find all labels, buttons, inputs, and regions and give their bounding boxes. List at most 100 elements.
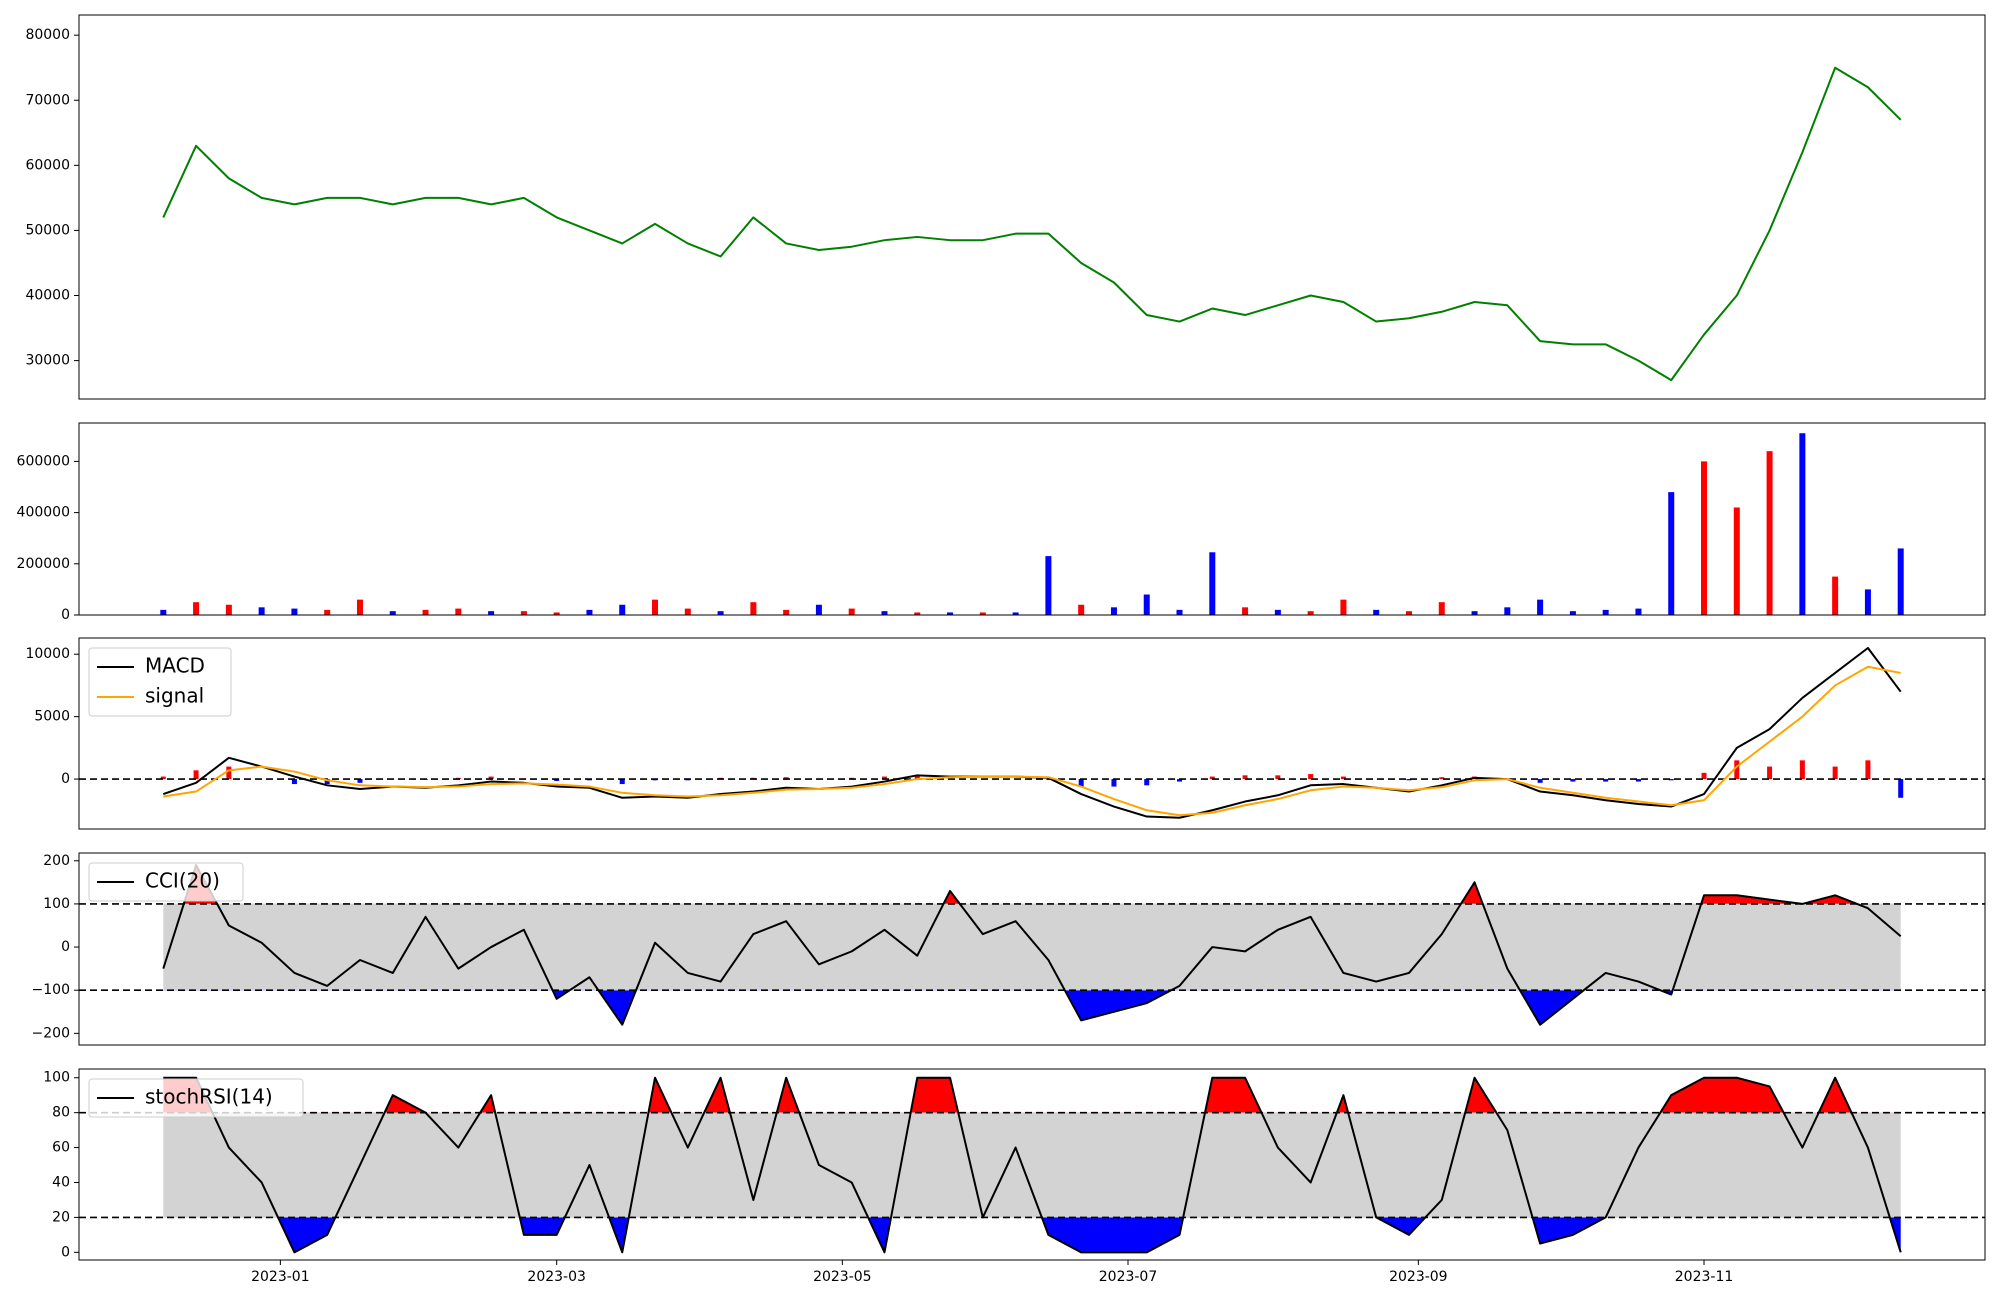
neutral-band <box>163 1112 1901 1218</box>
histogram-bar <box>1439 777 1445 780</box>
volume-bar <box>717 611 724 615</box>
histogram-bar <box>357 779 363 783</box>
axes-frame <box>78 422 1986 616</box>
y-tick-label: −100 <box>32 982 70 998</box>
volume-bar <box>619 604 626 615</box>
histogram-bar <box>1668 779 1674 781</box>
volume-bar <box>914 612 921 615</box>
y-tick-label: 60000 <box>25 157 70 173</box>
volume-bar <box>160 609 167 615</box>
histogram-bar <box>1242 775 1248 780</box>
oversold-fill <box>163 990 1901 1025</box>
panel: 0 200000 400000 600000 <box>17 422 1986 623</box>
volume-bar <box>1832 576 1839 615</box>
histogram-bar <box>1406 779 1412 781</box>
y-tick-label: 100 <box>43 896 70 912</box>
volume-bar <box>947 612 954 615</box>
volume-bar <box>652 599 659 615</box>
legend-text: MACD <box>145 654 205 678</box>
volume-bar <box>258 607 265 615</box>
histogram-bar <box>1275 775 1281 780</box>
volume-bar <box>1471 611 1478 615</box>
histogram-bar <box>1734 760 1740 780</box>
volume-bar <box>1635 608 1642 615</box>
overbought-fill <box>163 1077 1852 1113</box>
volume-bar <box>815 604 822 615</box>
histogram-bar <box>1340 776 1346 780</box>
oversold-fill <box>163 1217 1901 1253</box>
histogram-bar <box>1144 779 1150 786</box>
volume-bar <box>979 612 986 615</box>
y-tick-label: 40 <box>52 1174 70 1190</box>
y-tick-label: 600000 <box>17 453 70 469</box>
histogram-bar <box>1078 779 1084 787</box>
x-tick-label: 2023-11 <box>1675 1269 1734 1285</box>
volume-bar <box>750 602 757 615</box>
y-tick-label: 80 <box>52 1105 70 1121</box>
y-tick-label: 400000 <box>17 505 70 521</box>
histogram-bar <box>554 779 560 781</box>
axes-frame <box>78 852 1986 1046</box>
volume-bar <box>1537 599 1544 615</box>
histogram-bar <box>1209 776 1215 780</box>
panel: 0 20 40 60 80 100 2023-01 2023-03 2023-05 2023-07… <box>43 1068 1986 1285</box>
volume-bar <box>324 609 331 615</box>
histogram-bar <box>1832 766 1838 780</box>
indicator-line <box>163 665 1901 817</box>
volume-bar <box>1733 507 1740 615</box>
volume-bar <box>1668 492 1675 615</box>
axes-frame <box>78 14 1986 400</box>
legend-box <box>88 647 232 717</box>
legend-text: signal <box>145 684 204 708</box>
x-tick-label: 2023-03 <box>527 1269 586 1285</box>
y-tick-label: 0 <box>61 1244 70 1260</box>
volume-bar <box>1766 451 1773 615</box>
volume-bar <box>553 612 560 615</box>
y-tick-label: 30000 <box>25 353 70 369</box>
y-tick-label: 60 <box>52 1140 70 1156</box>
volume-bar <box>356 599 363 615</box>
x-tick-label: 2023-07 <box>1099 1269 1158 1285</box>
histogram-bar <box>193 770 199 780</box>
indicator-line <box>163 1076 1902 1254</box>
y-tick-label: 100 <box>43 1070 70 1086</box>
histogram-bar <box>1177 779 1183 782</box>
y-tick-label: 40000 <box>25 288 70 304</box>
volume-bar <box>1438 602 1445 615</box>
volume-bar <box>1340 599 1347 615</box>
histogram-bar <box>1898 779 1904 798</box>
volume-bar <box>1078 604 1085 615</box>
volume-bar <box>389 611 396 615</box>
volume-bar <box>1569 611 1576 615</box>
histogram-bar <box>291 779 297 785</box>
y-tick-label: 200 <box>43 853 70 869</box>
x-tick-label: 2023-05 <box>813 1269 872 1285</box>
histogram-bar <box>324 779 330 785</box>
histogram-bar <box>914 775 920 780</box>
histogram-bar <box>881 776 887 780</box>
volume-bar <box>1307 611 1314 615</box>
legend-box <box>88 862 244 902</box>
volume-bar <box>684 608 691 615</box>
legend-text: stochRSI(14) <box>145 1085 273 1109</box>
volume-bar <box>1274 609 1281 615</box>
y-tick-label: 5000 <box>34 709 70 725</box>
panel: 0 5000 10000 MACD signal <box>25 637 1986 830</box>
y-tick-label: 0 <box>61 939 70 955</box>
indicator-line <box>162 646 1902 819</box>
volume-bar <box>488 611 495 615</box>
volume-bar <box>1045 556 1052 615</box>
y-tick-label: 70000 <box>25 92 70 108</box>
y-tick-label: 80000 <box>25 27 70 43</box>
volume-bar <box>1897 548 1904 615</box>
volume-bar <box>1242 607 1249 615</box>
volume-bar <box>455 608 462 615</box>
volume-bar <box>1504 607 1511 615</box>
volume-bar <box>1405 611 1412 615</box>
histogram-bar <box>1799 760 1805 780</box>
histogram-bar <box>1865 760 1871 780</box>
overbought-fill <box>163 865 1901 904</box>
histogram-bar <box>1603 779 1609 782</box>
